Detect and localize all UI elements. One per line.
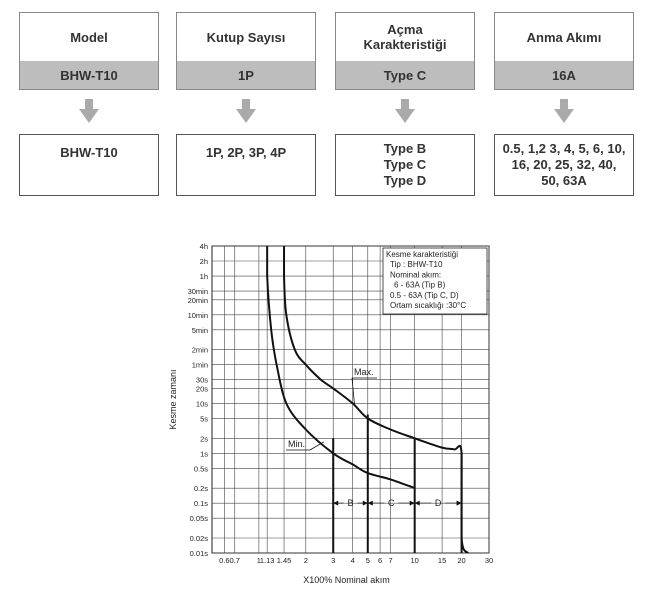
x-tick-label: 1.13 bbox=[260, 556, 275, 565]
y-tick-label: 2min bbox=[192, 346, 208, 355]
y-axis-title: Kesme zamanı bbox=[168, 369, 178, 429]
y-tick-label: 30min bbox=[188, 287, 208, 296]
x-tick-label: 0.7 bbox=[230, 556, 240, 565]
band-label: D bbox=[435, 498, 442, 508]
down-arrow-icon bbox=[494, 90, 634, 134]
band-label: C bbox=[388, 498, 395, 508]
band-arrowhead bbox=[362, 500, 368, 506]
x-tick-label: 5 bbox=[366, 556, 370, 565]
option-text: 50, 63A bbox=[541, 173, 587, 188]
selector-column: Anma Akımı 16A 0.5, 1,2 3, 4, 5, 6, 10, 16,… bbox=[494, 12, 634, 196]
legend-line: Ortam sıcaklığı :30°C bbox=[390, 301, 466, 310]
options-box: 0.5, 1,2 3, 4, 5, 6, 10, 16, 20, 25, 32, … bbox=[494, 134, 634, 196]
y-tick-label: 5min bbox=[192, 326, 208, 335]
down-arrow-icon bbox=[335, 90, 475, 134]
x-tick-label: 1 bbox=[257, 556, 261, 565]
legend-line: 0.5 - 63A (Tip C, D) bbox=[390, 291, 459, 300]
x-tick-label: 15 bbox=[438, 556, 446, 565]
band-arrowhead bbox=[456, 500, 462, 506]
y-tick-label: 0.1s bbox=[194, 499, 208, 508]
x-tick-label: 3 bbox=[331, 556, 335, 565]
selector-column: Kutup Sayısı 1P 1P, 2P, 3P, 4P bbox=[176, 12, 316, 196]
option-text: 0.5, 1,2 3, 4, 5, 6, 10, bbox=[502, 141, 626, 156]
y-tick-label: 2s bbox=[200, 434, 208, 443]
option-text: Type C bbox=[383, 157, 427, 172]
options-box: Type B Type C Type D bbox=[335, 134, 475, 196]
x-tick-label: 30 bbox=[485, 556, 493, 565]
y-tick-label: 5s bbox=[200, 414, 208, 423]
y-tick-label: 20s bbox=[196, 384, 208, 393]
down-arrow-icon bbox=[176, 90, 316, 134]
legend-line: Kesme karakteristiği bbox=[386, 250, 458, 259]
max-curve-label: Max. bbox=[354, 367, 374, 377]
y-tick-label: 0.5s bbox=[194, 464, 208, 473]
legend-line: Tip : BHW-T10 bbox=[390, 260, 443, 269]
selected-value: 16A bbox=[494, 61, 634, 90]
legend-box bbox=[382, 247, 488, 315]
down-arrow-icon bbox=[19, 90, 159, 134]
x-tick-label: 20 bbox=[457, 556, 465, 565]
min-curve-label: Min. bbox=[288, 439, 305, 449]
column-header: Açma Karakteristiği bbox=[335, 12, 475, 61]
y-tick-label: 20min bbox=[188, 296, 208, 305]
band-arrowhead bbox=[409, 500, 415, 506]
band-arrowhead bbox=[414, 500, 420, 506]
band-arrowhead bbox=[367, 500, 373, 506]
option-text: Type D bbox=[383, 173, 427, 188]
y-tick-label: 1min bbox=[192, 361, 208, 370]
y-tick-label: 1s bbox=[200, 449, 208, 458]
max-curve bbox=[283, 246, 469, 554]
x-tick-label: 4 bbox=[351, 556, 355, 565]
options-box: BHW-T10 bbox=[19, 134, 159, 196]
selected-value: 1P bbox=[176, 61, 316, 90]
y-tick-label: 0.02s bbox=[190, 534, 209, 543]
x-axis-title: X100% Nominal akım bbox=[303, 575, 390, 585]
min-label-leader bbox=[309, 441, 325, 451]
x-tick-label: 1.45 bbox=[277, 556, 292, 565]
x-tick-label: 7 bbox=[388, 556, 392, 565]
y-tick-label: 1h bbox=[200, 272, 208, 281]
option-text: BHW-T10 bbox=[60, 145, 118, 160]
selected-value: BHW-T10 bbox=[19, 61, 159, 90]
y-tick-label: 0.01s bbox=[190, 549, 209, 558]
x-tick-label: 6 bbox=[378, 556, 382, 565]
legend-line: 6 - 63A (Tip B) bbox=[394, 281, 446, 290]
min-curve bbox=[266, 246, 416, 490]
legend-line: Nominal akım: bbox=[390, 270, 441, 279]
y-tick-label: 10min bbox=[188, 311, 208, 320]
selected-value: Type C bbox=[335, 61, 475, 90]
band-arrowhead bbox=[333, 500, 339, 506]
y-tick-label: 0.2s bbox=[194, 484, 208, 493]
option-text: 16, 20, 25, 32, 40, bbox=[511, 157, 617, 172]
option-text: Type B bbox=[383, 141, 427, 156]
max-label-leader bbox=[351, 377, 356, 407]
band-label: B bbox=[347, 498, 353, 508]
options-box: 1P, 2P, 3P, 4P bbox=[176, 134, 316, 196]
selector-column: Açma Karakteristiği Type C Type B Type C Typ… bbox=[335, 12, 475, 196]
x-tick-label: 2 bbox=[304, 556, 308, 565]
selector-column: Model BHW-T10 BHW-T10 bbox=[19, 12, 159, 196]
y-tick-label: 0.05s bbox=[190, 514, 209, 523]
option-text: 1P, 2P, 3P, 4P bbox=[205, 145, 287, 160]
column-header: Kutup Sayısı bbox=[176, 12, 316, 61]
x-tick-label: 0.6 bbox=[219, 556, 229, 565]
x-tick-label: 10 bbox=[411, 556, 419, 565]
y-tick-label: 10s bbox=[196, 399, 208, 408]
y-tick-label: 2h bbox=[200, 257, 208, 266]
y-tick-label: 30s bbox=[196, 376, 208, 385]
y-tick-label: 4h bbox=[200, 242, 208, 251]
column-header: Anma Akımı bbox=[494, 12, 634, 61]
column-header: Model bbox=[19, 12, 159, 61]
